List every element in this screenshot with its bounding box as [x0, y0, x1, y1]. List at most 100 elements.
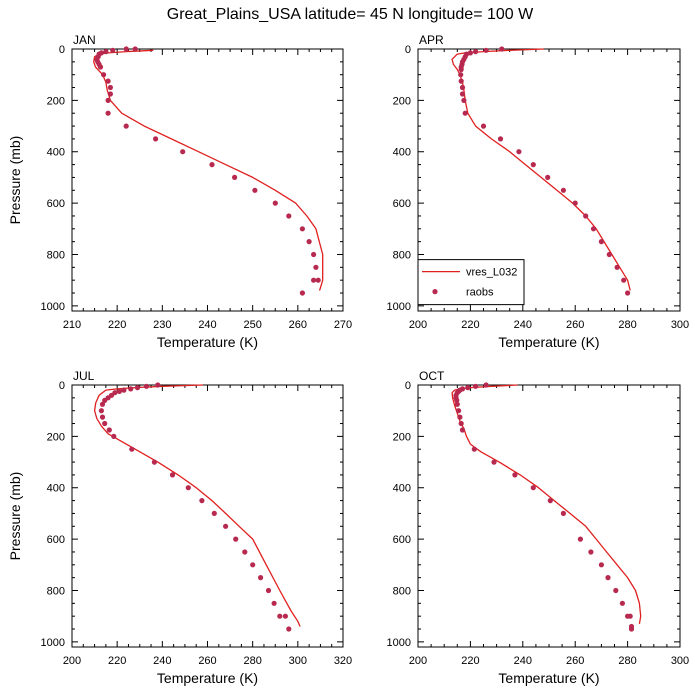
raobs-point: [598, 562, 605, 568]
x-axis-title: Temperature (K): [498, 670, 599, 686]
y-tick-label: 800: [393, 249, 411, 261]
x-tick-label: 240: [514, 319, 532, 331]
raobs-point: [242, 549, 248, 555]
raobs-point: [132, 46, 138, 52]
x-tick-label: 260: [566, 319, 584, 331]
series-line-vres-l032: [451, 384, 642, 625]
raobs-point: [459, 427, 466, 433]
raobs-point: [134, 385, 141, 391]
raobs-point: [103, 49, 109, 55]
raobs-point: [454, 401, 460, 407]
raobs-point: [499, 46, 505, 52]
raobs-point: [121, 387, 127, 393]
raobs-point: [99, 401, 106, 407]
x-tick-label: 270: [334, 319, 352, 331]
x-tick-label: 320: [334, 655, 352, 667]
raobs-point: [456, 408, 462, 414]
raobs-point: [462, 110, 468, 116]
main-title: Great_Plains_USA latitude= 45 N longitud…: [167, 6, 534, 23]
raobs-point: [129, 446, 135, 452]
raobs-point: [105, 78, 111, 84]
raobs-point: [282, 613, 288, 619]
raobs-point: [480, 123, 487, 129]
raobs-point: [299, 226, 305, 232]
raobs-point: [590, 226, 597, 232]
raobs-point: [252, 187, 258, 193]
raobs-point: [97, 64, 104, 70]
plot-frame: [417, 384, 681, 648]
raobs-point: [107, 84, 113, 91]
raobs-point: [223, 523, 229, 529]
raobs-point: [211, 510, 217, 516]
x-tick-label: 280: [618, 655, 636, 667]
y-tick-label: 200: [393, 95, 411, 107]
raobs-point: [123, 123, 129, 129]
raobs-point: [530, 485, 536, 491]
panel-apr: 200 220 240 260 280 300 0 200 400 600 800 1000 APR Te…: [387, 33, 690, 350]
y-tick-label: 1000: [387, 637, 411, 649]
raobs-point: [461, 97, 467, 103]
x-tick-label: 240: [514, 655, 532, 667]
raobs-point: [232, 174, 238, 180]
raobs-point: [467, 50, 473, 56]
raobs-point: [473, 49, 479, 55]
raobs-point: [315, 277, 321, 283]
y-tick-label: 400: [47, 483, 65, 495]
raobs-point: [143, 383, 150, 389]
y-tick-label: 400: [393, 147, 411, 159]
x-tick-label: 300: [289, 655, 307, 667]
raobs-point: [105, 97, 111, 103]
x-tick-label: 240: [153, 655, 171, 667]
raobs-point: [153, 136, 159, 142]
x-axis-title: Temperature (K): [157, 670, 258, 686]
raobs-point: [625, 290, 631, 296]
panel-oct: 200 220 240 260 280 300 0 200 400 600 800 1000 OCT Te…: [387, 369, 690, 686]
plot-frame: [71, 384, 344, 648]
raobs-point: [199, 498, 205, 504]
raobs-point: [233, 536, 239, 542]
raobs-point: [155, 382, 161, 388]
x-axis-title: Temperature (K): [157, 334, 258, 350]
raobs-point: [530, 162, 536, 168]
raobs-point: [605, 575, 611, 581]
raobs-point: [606, 251, 612, 258]
y-tick-label: 600: [393, 198, 411, 210]
raobs-point: [286, 626, 292, 632]
x-tick-label: 280: [618, 319, 636, 331]
raobs-point: [458, 66, 464, 73]
legend-marker-swatch: [432, 289, 438, 295]
panel-label-apr: APR: [419, 33, 444, 47]
x-tick-label: 260: [289, 319, 307, 331]
raobs-point: [547, 498, 553, 504]
raobs-point: [311, 277, 317, 283]
raobs-point: [185, 485, 191, 491]
y-tick-label: 0: [405, 44, 411, 56]
raobs-point: [619, 600, 626, 606]
raobs-point: [311, 251, 317, 258]
raobs-point: [454, 397, 460, 403]
raobs-point: [588, 549, 594, 555]
y-tick-label: 1000: [41, 301, 65, 313]
y-tick-label: 600: [47, 198, 65, 210]
y-axis-title: Pressure (mb): [7, 472, 23, 561]
y-tick-label: 200: [47, 431, 65, 443]
x-axis-title: Temperature (K): [498, 334, 599, 350]
raobs-point: [465, 385, 471, 391]
raobs-point: [583, 213, 589, 219]
x-tick-label: 220: [108, 655, 126, 667]
y-tick-label: 600: [393, 534, 411, 546]
x-tick-label: 220: [461, 319, 479, 331]
legend-label: vres_L032: [466, 267, 517, 279]
raobs-point: [497, 136, 504, 142]
raobs-point: [128, 386, 134, 392]
raobs-point: [598, 239, 605, 245]
y-tick-label: 800: [393, 585, 411, 597]
raobs-point: [105, 110, 111, 116]
panel-label-jan: JAN: [73, 33, 96, 47]
y-tick-label: 800: [47, 585, 65, 597]
raobs-point: [628, 626, 635, 632]
raobs-point: [299, 290, 305, 296]
raobs-point: [102, 420, 108, 427]
raobs-point: [483, 47, 489, 53]
